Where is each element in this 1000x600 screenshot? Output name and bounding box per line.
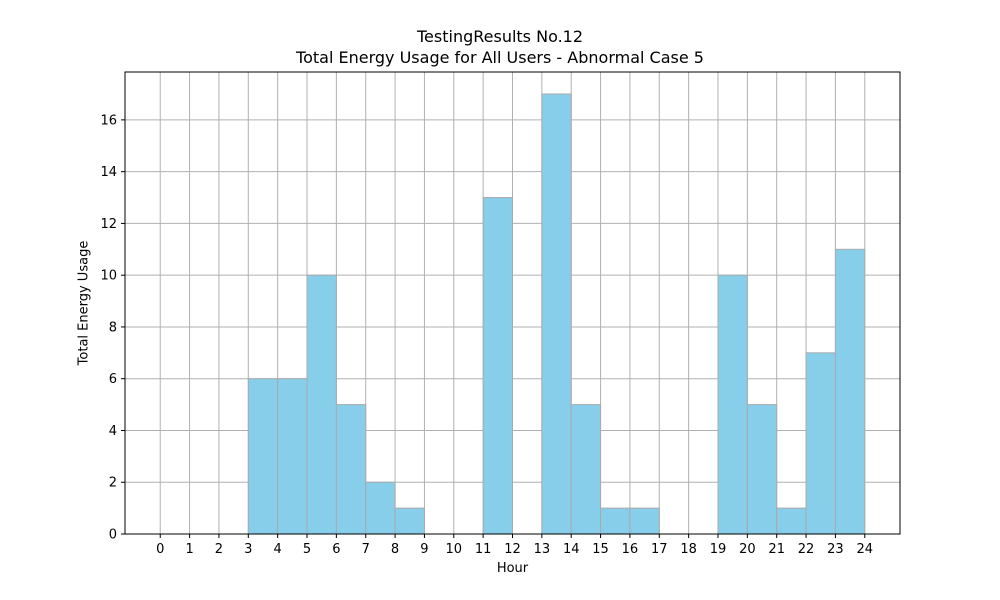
x-tick-label: 5 (303, 542, 311, 557)
bar (541, 93, 572, 535)
bar (600, 507, 631, 535)
bar (776, 507, 807, 535)
bar (365, 481, 396, 535)
x-tick-label: 13 (534, 542, 551, 557)
x-tick-label: 15 (592, 542, 609, 557)
x-tick-label: 21 (768, 542, 785, 557)
y-tick-label: 12 (100, 217, 117, 232)
bar (277, 378, 308, 535)
y-tick-label: 16 (100, 113, 117, 128)
x-tick-label: 24 (856, 542, 873, 557)
bars (247, 93, 866, 535)
bar (834, 248, 866, 535)
bar (394, 507, 425, 535)
x-tick-label: 7 (362, 542, 370, 557)
bar (335, 404, 367, 535)
x-tick-label: 3 (244, 542, 252, 557)
chart-subtitle: Total Energy Usage for All Users - Abnor… (296, 48, 704, 67)
bar (247, 378, 279, 535)
y-tick-label: 4 (109, 424, 117, 439)
x-tick-label: 22 (798, 542, 815, 557)
bar (717, 274, 748, 535)
y-axis-label: Total Energy Usage (76, 240, 92, 366)
x-tick-label: 2 (215, 542, 223, 557)
x-tick-label: 23 (827, 542, 844, 557)
y-tick-label: 2 (109, 476, 117, 491)
x-tick-label: 17 (651, 542, 668, 557)
x-tick-label: 4 (274, 542, 282, 557)
x-tick-label: 19 (710, 542, 727, 557)
x-tick-label: 1 (185, 542, 193, 557)
x-tick-label: 6 (332, 542, 340, 557)
x-tick-label: 12 (504, 542, 521, 557)
y-tick-label: 14 (100, 165, 117, 180)
x-tick-label: 0 (156, 542, 164, 557)
chart-title: TestingResults No.12 (416, 27, 584, 46)
y-tick-label: 0 (109, 528, 117, 543)
bar (746, 404, 778, 535)
x-tick-label: 18 (680, 542, 697, 557)
x-tick-label: 11 (475, 542, 492, 557)
x-tick-label: 14 (563, 542, 580, 557)
x-tick-label: 9 (420, 542, 428, 557)
ticks: 0 1 2 3 4 5 6 7 8 9 10 11 12 13 14 15 16 17 18 19 20 21 22 23 24… (100, 113, 873, 557)
x-axis-label: Hour (496, 561, 529, 576)
x-tick-label: 16 (622, 542, 639, 557)
x-tick-label: 10 (446, 542, 463, 557)
bar (629, 507, 660, 535)
y-tick-label: 6 (109, 372, 117, 387)
x-tick-label: 8 (391, 542, 399, 557)
y-tick-label: 10 (100, 269, 117, 284)
bar (805, 352, 836, 535)
bar (306, 274, 337, 535)
bar (482, 197, 514, 535)
bar (570, 404, 602, 535)
y-tick-label: 8 (109, 320, 117, 335)
x-tick-label: 20 (739, 542, 756, 557)
